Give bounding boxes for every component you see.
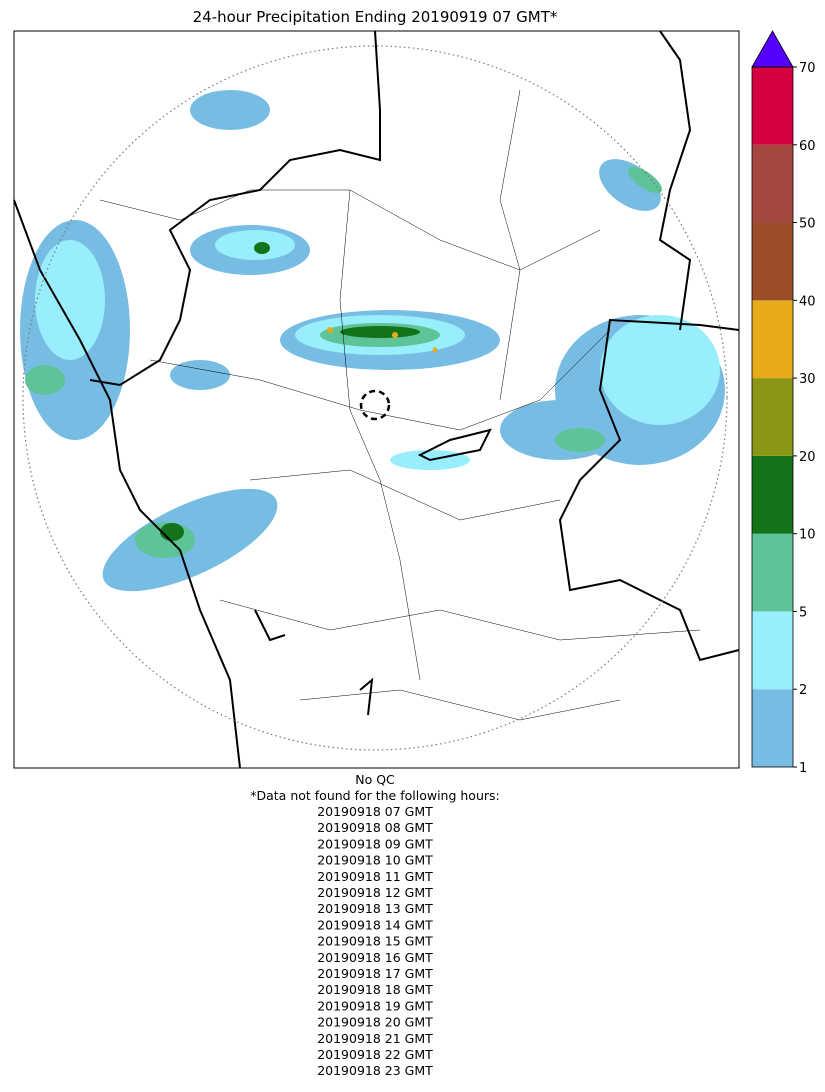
colorbar-tick-label: 5 <box>799 605 807 620</box>
missing-hour: 20190918 08 GMT <box>317 820 433 835</box>
colorbar-tick-label: 60 <box>799 139 816 154</box>
title: 24-hour Precipitation Ending 20190919 07… <box>193 8 558 26</box>
missing-hour: 20190918 07 GMT <box>317 804 433 819</box>
missing-hour: 20190918 19 GMT <box>317 998 433 1013</box>
missing-hour: 20190918 14 GMT <box>317 917 433 932</box>
colorbar-tick-label: 30 <box>799 372 816 387</box>
missing-hour: 20190918 11 GMT <box>317 869 433 884</box>
colorbar-tick-label: 50 <box>799 217 816 232</box>
precip-very-heavy <box>160 242 420 541</box>
colorbar-tick-label: 20 <box>799 450 816 465</box>
missing-heading: *Data not found for the following hours: <box>250 788 500 803</box>
missing-hour: 20190918 16 GMT <box>317 950 433 965</box>
missing-hour: 20190918 13 GMT <box>317 901 433 916</box>
colorbar-segment <box>752 144 793 223</box>
missing-hour: 20190918 09 GMT <box>317 836 433 851</box>
colorbar-segment <box>752 455 793 534</box>
colorbar-tick-label: 70 <box>799 61 816 76</box>
qc-note: No QC <box>355 772 395 787</box>
colorbar-segment <box>752 378 793 456</box>
colorbar-segment <box>752 222 793 301</box>
map <box>13 30 740 769</box>
colorbar-tick-label: 1 <box>799 761 807 776</box>
missing-hour: 20190918 20 GMT <box>317 1015 433 1030</box>
colorbar-tick-label: 10 <box>799 528 816 543</box>
colorbar-segment <box>752 533 793 612</box>
colorbar-segment <box>752 689 793 767</box>
radar-range <box>22 45 728 751</box>
missing-hour: 20190918 22 GMT <box>317 1047 433 1062</box>
footer: No QC *Data not found for the following … <box>250 772 500 1078</box>
colorbar-tick-label: 40 <box>799 294 816 309</box>
colorbar-segment <box>752 611 793 690</box>
colorbar-extend <box>751 30 794 68</box>
colorbar-segment <box>752 300 793 379</box>
colorbar-frame <box>751 66 794 768</box>
radar-site <box>359 389 391 421</box>
missing-hour: 20190918 21 GMT <box>317 1031 433 1046</box>
colorbar: 1 2 5 10 20 30 40 50 60 70 <box>751 30 816 776</box>
missing-hour: 20190918 10 GMT <box>317 853 433 868</box>
missing-hour: 20190918 15 GMT <box>317 934 433 949</box>
district-borders <box>99 89 701 721</box>
state-borders <box>13 30 740 769</box>
precip-extreme <box>327 327 438 353</box>
colorbar-segment <box>752 67 793 145</box>
missing-hour: 20190918 23 GMT <box>317 1063 433 1078</box>
missing-hour: 20190918 17 GMT <box>317 966 433 981</box>
missing-hour: 20190918 18 GMT <box>317 982 433 997</box>
colorbar-tick-label: 2 <box>799 683 807 698</box>
missing-hour: 20190918 12 GMT <box>317 885 433 900</box>
